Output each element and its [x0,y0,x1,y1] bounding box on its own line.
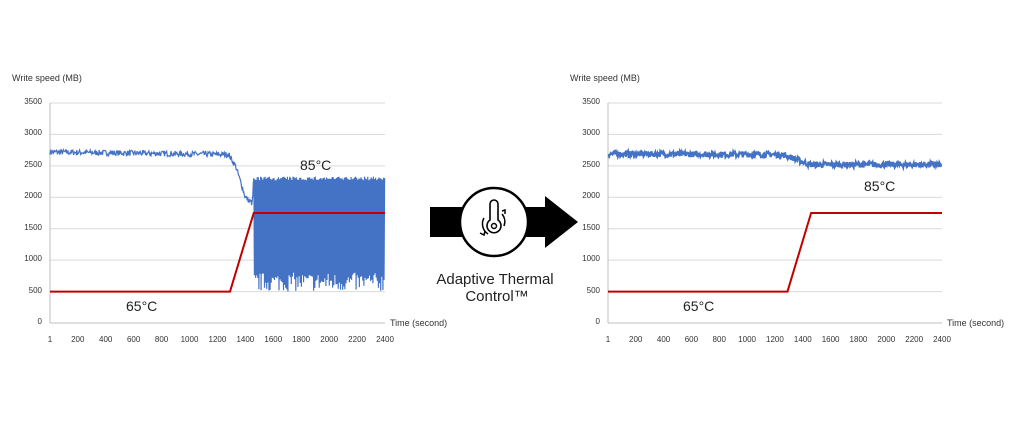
x-tick-label: 600 [684,335,699,344]
x-tick-label: 2200 [348,335,366,344]
arrow-head [520,196,578,248]
x-tick-label: 200 [629,335,643,344]
y-tick-label: 3000 [24,128,42,138]
y-tick-label: 2000 [582,191,600,201]
y-axis-title: Write speed (MB) [570,73,640,83]
icon-circle [458,186,530,258]
thermometer-cycle-icon [458,186,530,258]
y-tick-label: 0 [37,317,42,326]
write-speed-series [607,147,943,172]
x-axis-title: Time (second) [947,318,1005,328]
temperature-label: 85°C [300,157,332,173]
x-tick-label: 1800 [292,335,311,344]
y-tick-label: 3000 [582,128,600,138]
adaptive-thermal-label-line2: Control™ [465,288,529,305]
x-tick-label: 1400 [793,335,812,344]
x-tick-label: 1000 [738,335,756,344]
temperature-series [50,212,385,293]
arrow-tail [430,207,464,237]
y-tick-label: 1500 [24,222,42,232]
x-tick-label: 1200 [208,335,227,344]
x-tick-label: 200 [71,335,85,344]
x-axis-title: Time (second) [390,318,448,328]
y-tick-label: 3500 [582,97,600,106]
x-tick-label: 400 [99,335,113,344]
write-speed-series [49,147,386,292]
temperature-series [608,212,942,293]
adaptive-thermal-label-line1: Adaptive Thermal [436,271,554,288]
x-tick-label: 1 [605,335,611,344]
y-tick-label: 2500 [582,159,600,169]
x-tick-label: 1200 [766,335,784,344]
x-tick-label: 1000 [180,335,199,344]
y-tick-label: 1500 [582,222,600,232]
x-tick-label: 1400 [236,335,255,344]
temperature-label: 65°C [126,298,158,314]
y-tick-label: 3500 [24,97,42,106]
x-tick-label: 400 [656,335,671,344]
temperature-label: 65°C [683,298,715,314]
y-tick-label: 2000 [24,191,42,201]
x-tick-label: 1800 [849,335,868,344]
x-tick-label: 1600 [264,335,283,344]
y-tick-label: 500 [28,285,42,295]
y-axis-title: Write speed (MB) [12,73,82,83]
x-tick-label: 2000 [877,335,896,344]
x-tick-label: 800 [712,335,726,344]
x-tick-label: 2400 [376,335,394,344]
y-tick-label: 1000 [24,254,42,264]
y-tick-label: 2500 [24,159,42,169]
x-tick-label: 1600 [821,335,840,344]
x-tick-label: 2000 [320,335,339,344]
x-tick-label: 800 [154,335,169,344]
x-tick-label: 1 [47,335,53,344]
x-tick-label: 2200 [905,335,924,344]
y-tick-label: 0 [595,317,600,326]
x-tick-label: 2400 [933,335,951,344]
cycle-arrows-icon [481,213,506,235]
x-tick-label: 600 [126,335,141,344]
bulb [490,222,498,230]
cycle-arrowheads [479,208,506,237]
temperature-label: 85°C [864,178,896,194]
thermometer-icon [486,199,502,234]
y-tick-label: 1000 [582,254,600,264]
y-tick-label: 500 [586,285,600,295]
